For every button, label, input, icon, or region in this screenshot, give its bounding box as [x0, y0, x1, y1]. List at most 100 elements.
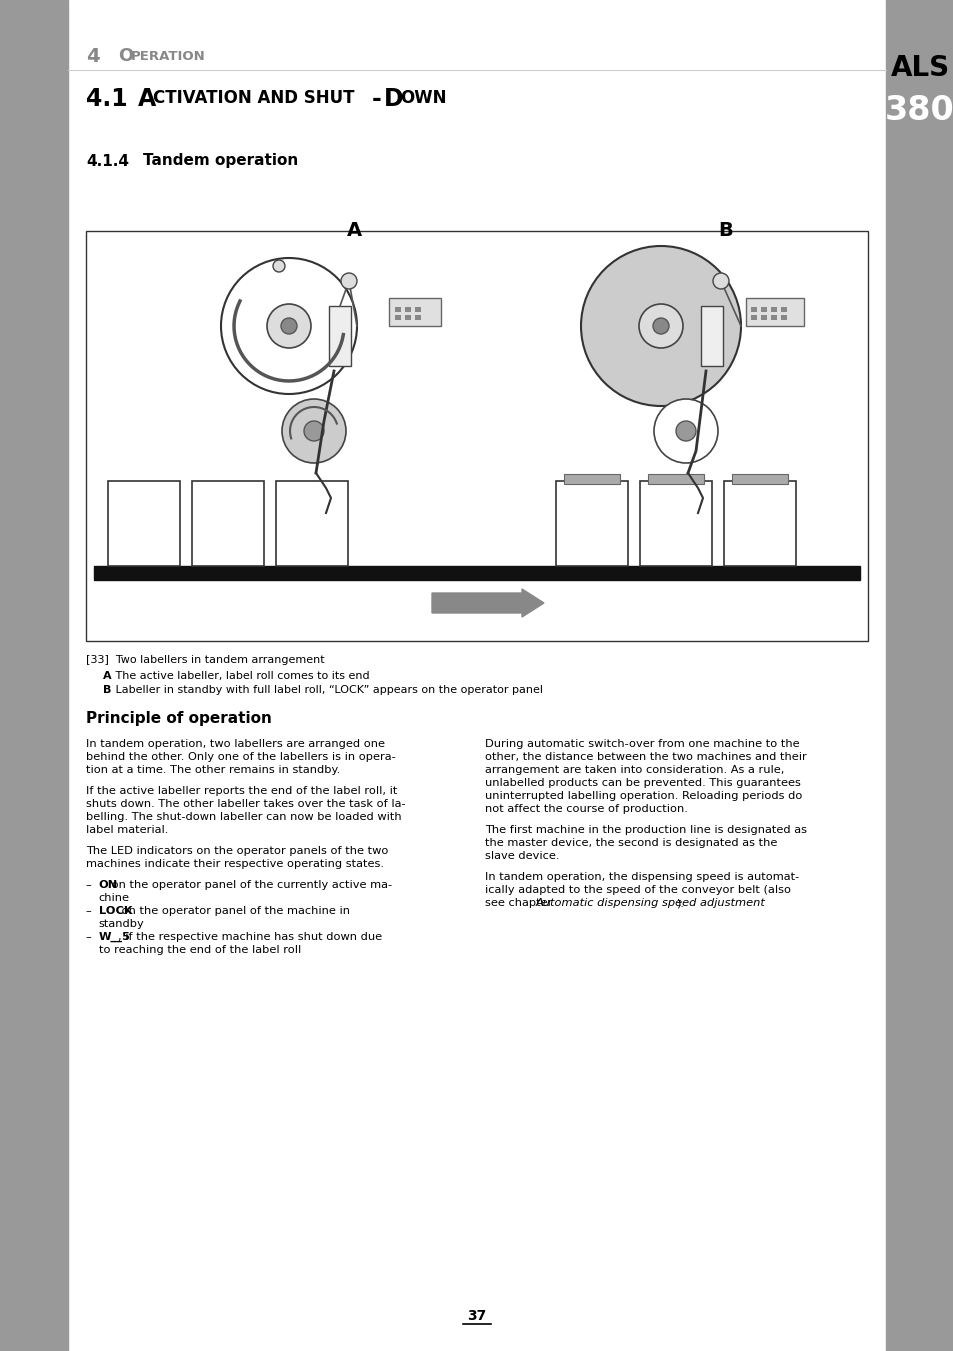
- Circle shape: [652, 317, 668, 334]
- Text: 4: 4: [86, 46, 99, 65]
- Text: arrangement are taken into consideration. As a rule,: arrangement are taken into consideration…: [484, 765, 783, 775]
- Text: D: D: [384, 86, 403, 111]
- Text: uninterrupted labelling operation. Reloading periods do: uninterrupted labelling operation. Reloa…: [484, 790, 801, 801]
- Text: on the operator panel of the currently active ma-: on the operator panel of the currently a…: [108, 880, 392, 890]
- Circle shape: [580, 246, 740, 407]
- Text: 380: 380: [884, 93, 953, 127]
- Text: slave device.: slave device.: [484, 851, 558, 861]
- Text: [33]  Two labellers in tandem arrangement: [33] Two labellers in tandem arrangement: [86, 655, 324, 665]
- Text: not affect the course of production.: not affect the course of production.: [484, 804, 687, 815]
- Text: ).: ).: [676, 898, 683, 908]
- Bar: [639, 481, 711, 566]
- Bar: [405, 307, 411, 312]
- Bar: [0, 0, 68, 1351]
- Bar: [192, 481, 264, 566]
- Circle shape: [639, 304, 682, 349]
- Bar: [745, 299, 803, 326]
- Text: shuts down. The other labeller takes over the task of la-: shuts down. The other labeller takes ove…: [86, 798, 405, 809]
- Text: unlabelled products can be prevented. This guarantees: unlabelled products can be prevented. Th…: [484, 778, 800, 788]
- Bar: [405, 315, 411, 320]
- Text: other, the distance between the two machines and their: other, the distance between the two mach…: [484, 753, 806, 762]
- Bar: [86, 231, 867, 640]
- Text: LOCK: LOCK: [98, 907, 132, 916]
- Text: Principle of operation: Principle of operation: [86, 711, 272, 725]
- Text: , if the respective machine has shut down due: , if the respective machine has shut dow…: [117, 932, 381, 942]
- Text: -: -: [372, 86, 381, 111]
- Bar: [885, 0, 953, 1351]
- Circle shape: [340, 273, 356, 289]
- Text: B: B: [103, 685, 112, 694]
- Bar: [556, 481, 627, 566]
- Circle shape: [712, 273, 728, 289]
- Circle shape: [281, 317, 296, 334]
- Circle shape: [282, 399, 346, 463]
- Text: –: –: [86, 907, 99, 916]
- Circle shape: [267, 304, 311, 349]
- Text: behind the other. Only one of the labellers is in opera-: behind the other. Only one of the labell…: [86, 753, 395, 762]
- Text: the master device, the second is designated as the: the master device, the second is designa…: [484, 838, 777, 848]
- Text: Automatic dispensing speed adjustment: Automatic dispensing speed adjustment: [535, 898, 764, 908]
- Text: O: O: [118, 47, 133, 65]
- Bar: [760, 315, 766, 320]
- Text: Labeller in standby with full label roll, “LOCK” appears on the operator panel: Labeller in standby with full label roll…: [112, 685, 542, 694]
- Bar: [563, 474, 619, 484]
- Bar: [760, 307, 766, 312]
- Bar: [395, 315, 400, 320]
- Circle shape: [221, 258, 356, 394]
- Text: –: –: [86, 932, 99, 942]
- Text: A: A: [138, 86, 156, 111]
- Text: tion at a time. The other remains in standby.: tion at a time. The other remains in sta…: [86, 765, 340, 775]
- Bar: [108, 481, 180, 566]
- Text: –: –: [86, 880, 99, 890]
- Text: OWN: OWN: [399, 89, 446, 107]
- Text: standby: standby: [98, 919, 144, 929]
- Bar: [415, 315, 420, 320]
- FancyArrow shape: [432, 589, 543, 617]
- Circle shape: [676, 422, 696, 440]
- Bar: [770, 307, 776, 312]
- Bar: [770, 315, 776, 320]
- Text: 4.1: 4.1: [86, 86, 128, 111]
- Bar: [389, 299, 440, 326]
- Text: chine: chine: [98, 893, 130, 902]
- Text: B: B: [718, 222, 733, 240]
- Bar: [750, 315, 757, 320]
- Text: CTIVATION AND SHUT: CTIVATION AND SHUT: [152, 89, 355, 107]
- Text: belling. The shut-down labeller can now be loaded with: belling. The shut-down labeller can now …: [86, 812, 401, 821]
- Text: Tandem operation: Tandem operation: [143, 154, 298, 169]
- Text: see chapter: see chapter: [484, 898, 556, 908]
- Bar: [723, 481, 795, 566]
- Text: PERATION: PERATION: [131, 50, 206, 62]
- Text: The LED indicators on the operator panels of the two: The LED indicators on the operator panel…: [86, 846, 388, 857]
- Text: ically adapted to the speed of the conveyor belt (also: ically adapted to the speed of the conve…: [484, 885, 790, 894]
- Bar: [275, 481, 348, 566]
- Bar: [647, 474, 703, 484]
- Text: In tandem operation, the dispensing speed is automat-: In tandem operation, the dispensing spee…: [484, 871, 799, 882]
- Text: ON: ON: [98, 880, 118, 890]
- Text: 4.1.4: 4.1.4: [86, 154, 129, 169]
- Bar: [395, 307, 400, 312]
- Text: ALS: ALS: [889, 54, 948, 82]
- Text: 37: 37: [467, 1309, 486, 1323]
- Circle shape: [273, 259, 285, 272]
- Text: label material.: label material.: [86, 825, 168, 835]
- Text: on the operator panel of the machine in: on the operator panel of the machine in: [117, 907, 350, 916]
- Text: machines indicate their respective operating states.: machines indicate their respective opera…: [86, 859, 384, 869]
- Text: W__5: W__5: [98, 932, 131, 942]
- Bar: [750, 307, 757, 312]
- Text: A: A: [346, 222, 361, 240]
- Text: The first machine in the production line is designated as: The first machine in the production line…: [484, 825, 806, 835]
- Bar: [781, 315, 786, 320]
- Bar: [329, 305, 351, 366]
- Bar: [415, 307, 420, 312]
- Bar: [731, 474, 787, 484]
- Text: to reaching the end of the label roll: to reaching the end of the label roll: [98, 944, 300, 955]
- Text: During automatic switch-over from one machine to the: During automatic switch-over from one ma…: [484, 739, 799, 748]
- Text: The active labeller, label roll comes to its end: The active labeller, label roll comes to…: [112, 671, 369, 681]
- Text: A: A: [103, 671, 112, 681]
- Text: In tandem operation, two labellers are arranged one: In tandem operation, two labellers are a…: [86, 739, 385, 748]
- Circle shape: [654, 399, 718, 463]
- Bar: [781, 307, 786, 312]
- Bar: [94, 566, 859, 580]
- Text: If the active labeller reports the end of the label roll, it: If the active labeller reports the end o…: [86, 786, 397, 796]
